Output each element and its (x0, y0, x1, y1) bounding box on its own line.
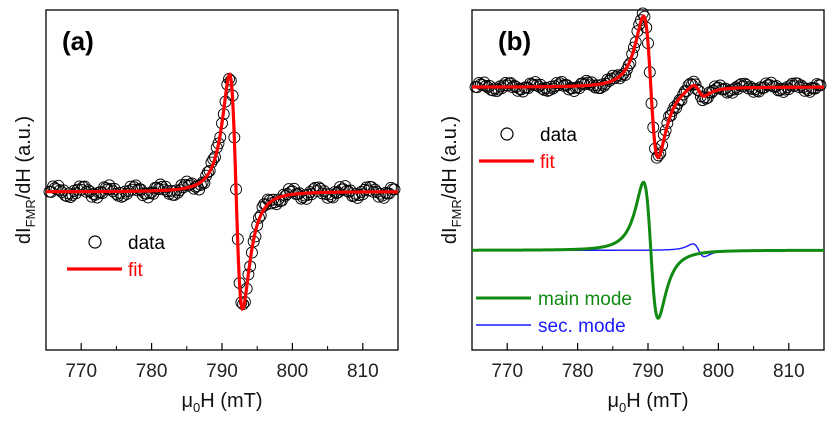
panel-b-x-tick-label: 800 (703, 361, 735, 382)
panel-b-data-point (622, 59, 635, 72)
panel-a-x-tick-label: 800 (277, 361, 309, 382)
panel-a-data-point (388, 183, 401, 196)
panel-a-data-point (348, 189, 360, 202)
panel-b-data-point (554, 77, 566, 90)
panel-a-data-point (203, 164, 216, 177)
panel-b-data-point (751, 84, 764, 97)
panel-a-data-point (150, 181, 163, 194)
panel-a-data-point (48, 182, 61, 195)
panel-b-x-tick-label: 770 (491, 361, 523, 382)
panel-a-x-tick-label: 770 (65, 361, 97, 382)
panel-b-legend-data-label: data (540, 125, 577, 146)
panel-a-data-point (75, 183, 88, 196)
panel-b-legend-data-marker (500, 127, 514, 141)
panel-b-label: (b) (498, 26, 531, 56)
panel-a-data-point (254, 209, 267, 222)
panel-b-data-point (735, 78, 748, 91)
panel-a-legend-fit-label: fit (128, 260, 144, 281)
panel-b-fit-line (472, 14, 824, 160)
panel-a-x-tick-label: 810 (347, 361, 379, 382)
panel-b-y-axis-title: dIFMR/dH (a.u.) (439, 116, 464, 244)
panel-b-main-mode-line (472, 180, 824, 320)
panel-a-x-axis-title: μ0H (mT) (182, 390, 263, 415)
panel-a-data-point (323, 188, 336, 201)
panel-b-data-point (525, 78, 538, 91)
panel-b-data-point (691, 83, 704, 96)
panel-b-data-point (612, 69, 625, 82)
panel-b-data-point (802, 84, 815, 97)
panel-b-x-tick-label: 810 (773, 361, 805, 382)
panel-b-legend-sec-label: sec. mode (538, 316, 626, 337)
panel-b-legend-fit-label: fit (540, 152, 556, 173)
panel-b-data-point (814, 79, 827, 92)
panel-b-data-point (589, 81, 602, 94)
panel-a-x-tick-label: 790 (206, 361, 238, 382)
panel-a-data-point (89, 188, 102, 201)
panel-b-data-point (786, 77, 799, 90)
panel-b: 770 780 790 800 810 (b) data fit main mode s… (439, 7, 827, 415)
panel-a-data-point (267, 193, 279, 206)
panel-a-data-point (376, 189, 389, 202)
panel-a-legend-data-label: data (128, 233, 165, 254)
panel-a-frame (45, 9, 399, 351)
panel-b-data-point (677, 88, 690, 101)
panel-a-y-axis-title: dIFMR/dH (a.u.) (13, 116, 38, 244)
panel-a-x-tick-label: 780 (136, 361, 168, 382)
panel-b-data-point (687, 75, 700, 88)
panel-a-data-point (99, 182, 112, 195)
panel-a-legend-data-marker (88, 235, 102, 249)
panel-b-legend-main-label: main mode (538, 289, 632, 310)
panel-a-data-point (87, 188, 100, 200)
panel-a-x-ticks: 770 780 790 800 810 (65, 343, 379, 382)
panel-b-x-tick-label: 790 (632, 361, 664, 382)
panel-a-data-point (374, 187, 387, 200)
panel-b-data-point (617, 67, 630, 80)
panel-a-fit-line (46, 72, 399, 312)
panel-a: 770 780 790 800 810 (a) data fit μ0H (mT) dI… (13, 9, 401, 415)
panel-b-x-tick-label: 780 (562, 361, 594, 382)
panel-b-x-axis-title: μ0H (mT) (608, 390, 689, 415)
panel-b-data-point (689, 78, 702, 91)
panel-b-x-ticks: 770 780 790 800 810 (491, 343, 805, 382)
panel-a-label: (a) (62, 26, 94, 56)
